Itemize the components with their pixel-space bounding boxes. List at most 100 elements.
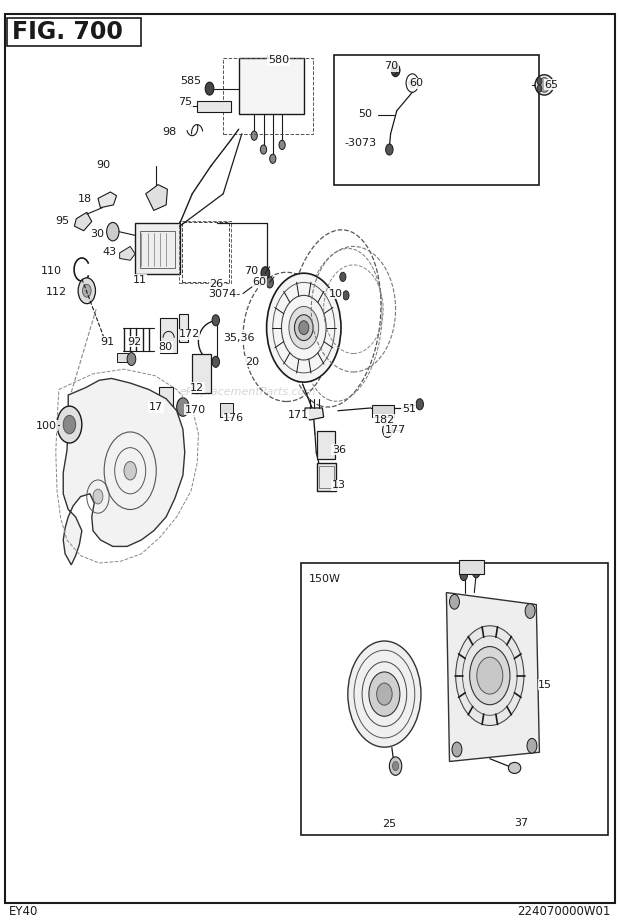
Bar [192, 354, 211, 393]
Text: 30: 30 [90, 229, 104, 238]
Circle shape [212, 315, 219, 326]
Text: 26: 26 [210, 280, 224, 289]
Text: 170: 170 [185, 405, 206, 414]
Circle shape [63, 415, 76, 434]
Circle shape [266, 277, 273, 288]
Ellipse shape [535, 75, 554, 95]
Circle shape [386, 144, 393, 155]
Bar [317, 431, 335, 459]
Text: 43: 43 [102, 247, 117, 257]
Text: 95: 95 [55, 216, 69, 225]
Circle shape [416, 399, 423, 410]
Text: 112: 112 [46, 287, 67, 296]
Circle shape [343, 291, 349, 300]
Text: 92: 92 [127, 337, 141, 346]
Bar [239, 58, 304, 114]
Circle shape [78, 278, 95, 304]
Bar [179, 221, 231, 283]
Ellipse shape [348, 641, 421, 748]
Circle shape [409, 78, 415, 88]
Text: 580: 580 [268, 55, 289, 65]
Text: EY40: EY40 [9, 905, 38, 918]
Text: 90: 90 [96, 161, 110, 170]
Circle shape [57, 406, 82, 443]
Circle shape [539, 78, 549, 92]
Text: 585: 585 [180, 77, 202, 86]
Text: 35,36: 35,36 [223, 333, 255, 342]
Text: 98: 98 [162, 127, 177, 137]
Polygon shape [146, 185, 167, 210]
Bar [140, 231, 175, 268]
Text: 13: 13 [332, 481, 346, 490]
Circle shape [460, 569, 467, 581]
Circle shape [177, 398, 189, 416]
Ellipse shape [267, 273, 341, 382]
Bar [135, 223, 180, 274]
Text: 50: 50 [358, 109, 372, 118]
Text: 224070000W01: 224070000W01 [517, 905, 611, 918]
Bar [117, 353, 128, 362]
Circle shape [472, 567, 480, 578]
Bar [334, 55, 539, 185]
Bar [459, 560, 484, 574]
Circle shape [537, 85, 542, 92]
Circle shape [107, 222, 119, 241]
Text: 182: 182 [374, 415, 395, 425]
Text: 17: 17 [149, 402, 163, 412]
Text: 70: 70 [384, 62, 399, 71]
Polygon shape [98, 192, 117, 208]
Ellipse shape [508, 762, 521, 773]
Circle shape [383, 423, 392, 438]
Text: 60: 60 [409, 78, 423, 88]
Text: 80: 80 [158, 342, 172, 352]
Polygon shape [74, 212, 92, 231]
Circle shape [452, 742, 462, 757]
Ellipse shape [456, 626, 524, 725]
Text: 10: 10 [329, 289, 343, 298]
Text: 150W: 150W [309, 574, 341, 583]
Text: 11: 11 [133, 275, 146, 284]
Circle shape [392, 761, 399, 771]
Text: 65: 65 [544, 80, 559, 90]
Bar [159, 387, 173, 410]
Circle shape [270, 154, 276, 163]
Text: 12: 12 [190, 383, 204, 392]
Ellipse shape [477, 657, 503, 694]
Bar [317, 463, 336, 491]
Circle shape [279, 140, 285, 150]
Bar [223, 58, 313, 134]
Ellipse shape [369, 672, 400, 716]
Circle shape [124, 462, 136, 480]
Text: 3074-: 3074- [208, 290, 241, 299]
Bar [220, 403, 232, 417]
Polygon shape [120, 246, 135, 260]
Circle shape [527, 738, 537, 753]
Text: 20: 20 [245, 357, 259, 366]
Bar [301, 563, 608, 835]
Circle shape [391, 64, 400, 77]
Bar [179, 314, 188, 342]
Bar [7, 18, 141, 46]
Text: 25: 25 [383, 820, 397, 829]
Circle shape [450, 594, 459, 609]
Circle shape [340, 272, 346, 282]
Circle shape [537, 78, 542, 85]
Text: 60: 60 [252, 277, 267, 286]
Ellipse shape [299, 321, 309, 335]
Circle shape [205, 82, 214, 95]
Text: 91: 91 [100, 337, 115, 346]
Circle shape [251, 131, 257, 140]
Text: 51: 51 [402, 404, 416, 414]
Circle shape [212, 356, 219, 367]
Text: 36: 36 [332, 445, 346, 454]
Text: 75: 75 [178, 97, 192, 106]
Text: 177: 177 [384, 426, 405, 435]
Text: 176: 176 [223, 414, 244, 423]
Bar [372, 405, 394, 417]
Bar [160, 318, 177, 353]
Circle shape [389, 757, 402, 775]
Text: FIG. 700: FIG. 700 [12, 20, 123, 44]
Text: 18: 18 [78, 195, 92, 204]
Circle shape [261, 267, 270, 280]
Text: 37: 37 [515, 819, 529, 828]
